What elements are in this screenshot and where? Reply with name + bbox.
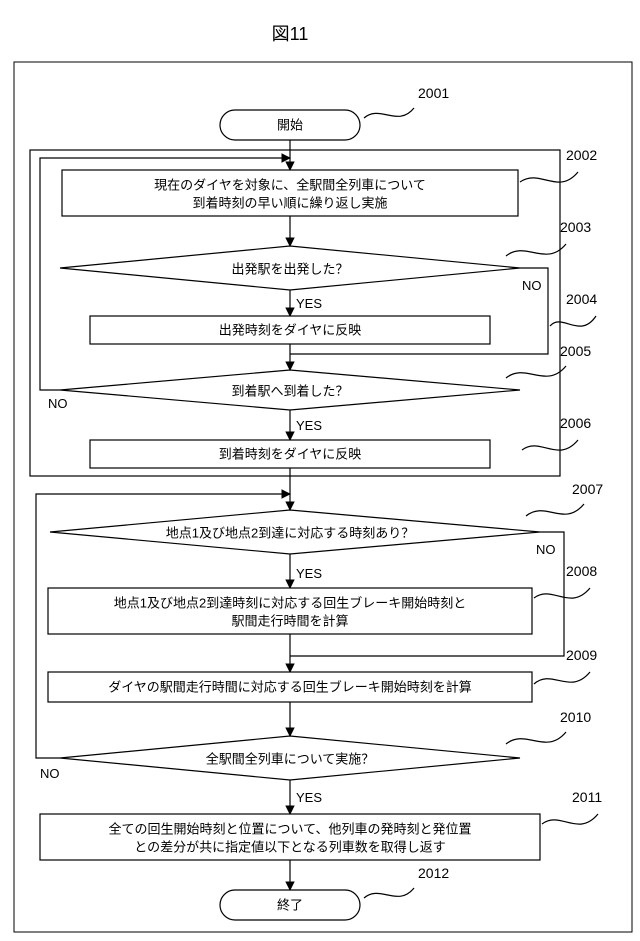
node-2005: 到着駅へ到着した？ xyxy=(60,370,520,410)
p2002-line1: 現在のダイヤを対象に、全駅間全列車について xyxy=(154,177,426,192)
label-connector-2008 xyxy=(534,588,590,598)
node-start: 開始 xyxy=(220,110,360,140)
label-connector-2011 xyxy=(542,814,598,824)
end-text: 終了 xyxy=(277,897,303,912)
p2004-text: 出発時刻をダイヤに反映 xyxy=(219,322,362,337)
label-connector-2012 xyxy=(364,888,414,898)
p2011-line1: 全ての回生開始時刻と位置について、他列車の発時刻と発位置 xyxy=(109,821,472,836)
label-connector-2006 xyxy=(522,440,578,450)
d2007-text: 地点1及び地点2到達に対応する時刻あり？ xyxy=(166,525,414,540)
label-connector-2001 xyxy=(364,108,414,118)
node-2008: 地点1及び地点2到達時刻に対応する回生ブレーキ開始時刻と 駅間走行時間を計算 xyxy=(48,588,532,634)
label-2008: 2008 xyxy=(566,563,597,579)
no-2005: NO xyxy=(48,396,68,411)
d2003-text: 出発駅を出発した？ xyxy=(231,261,348,276)
label-2007: 2007 xyxy=(572,481,603,497)
label-2010: 2010 xyxy=(560,709,591,725)
flowchart: 図11 開始 2001 現在のダイヤを対象に、全駅間全列車について 到着時刻の早… xyxy=(0,0,640,941)
label-connector-2010 xyxy=(506,732,566,744)
yes-2003: YES xyxy=(296,296,322,311)
label-2001: 2001 xyxy=(418,85,449,101)
label-2005: 2005 xyxy=(560,343,591,359)
yes-2007: YES xyxy=(296,566,322,581)
label-2012: 2012 xyxy=(418,865,449,881)
label-2011: 2011 xyxy=(572,789,602,805)
figure-title: 図11 xyxy=(272,24,309,44)
label-connector-2007 xyxy=(526,504,584,516)
label-connector-2009 xyxy=(534,672,590,684)
p2008-line2: 駅間走行時間を計算 xyxy=(231,613,348,628)
label-connector-2005 xyxy=(506,366,566,378)
label-2009: 2009 xyxy=(566,647,597,663)
p2008-line1: 地点1及び地点2到達時刻に対応する回生ブレーキ開始時刻と xyxy=(114,595,466,610)
node-2003: 出発駅を出発した？ xyxy=(60,246,520,290)
p2009-text: ダイヤの駅間走行時間に対応する回生ブレーキ開始時刻を計算 xyxy=(108,679,472,694)
node-2007: 地点1及び地点2到達に対応する時刻あり？ xyxy=(50,510,540,554)
p2011-line2: との差分が共に指定値以下となる列車数を取得し返す xyxy=(134,839,445,854)
no-2007: NO xyxy=(536,542,556,557)
start-text: 開始 xyxy=(277,117,303,132)
label-2002: 2002 xyxy=(566,147,597,163)
no-2010: NO xyxy=(40,766,60,781)
label-connector-2004 xyxy=(550,316,596,326)
node-2011: 全ての回生開始時刻と位置について、他列車の発時刻と発位置 との差分が共に指定値以… xyxy=(40,814,540,860)
no-2003: NO xyxy=(522,278,542,293)
yes-2005: YES xyxy=(296,418,322,433)
label-connector-2002 xyxy=(520,172,578,182)
node-end: 終了 xyxy=(220,890,360,920)
yes-2010: YES xyxy=(296,790,322,805)
node-2006: 到着時刻をダイヤに反映 xyxy=(90,440,490,468)
p2002-line2: 到着時刻の早い順に繰り返し実施 xyxy=(192,195,387,210)
node-2002: 現在のダイヤを対象に、全駅間全列車について 到着時刻の早い順に繰り返し実施 xyxy=(62,170,518,216)
p2006-text: 到着時刻をダイヤに反映 xyxy=(219,446,362,461)
node-2010: 全駅間全列車について実施？ xyxy=(60,736,520,780)
d2005-text: 到着駅へ到着した？ xyxy=(231,383,348,398)
node-2004: 出発時刻をダイヤに反映 xyxy=(90,316,490,344)
label-2004: 2004 xyxy=(566,291,597,307)
node-2009: ダイヤの駅間走行時間に対応する回生ブレーキ開始時刻を計算 xyxy=(48,672,532,702)
label-connector-2003 xyxy=(506,244,566,256)
label-2003: 2003 xyxy=(560,219,591,235)
d2010-text: 全駅間全列車について実施？ xyxy=(206,751,375,766)
label-2006: 2006 xyxy=(560,415,591,431)
